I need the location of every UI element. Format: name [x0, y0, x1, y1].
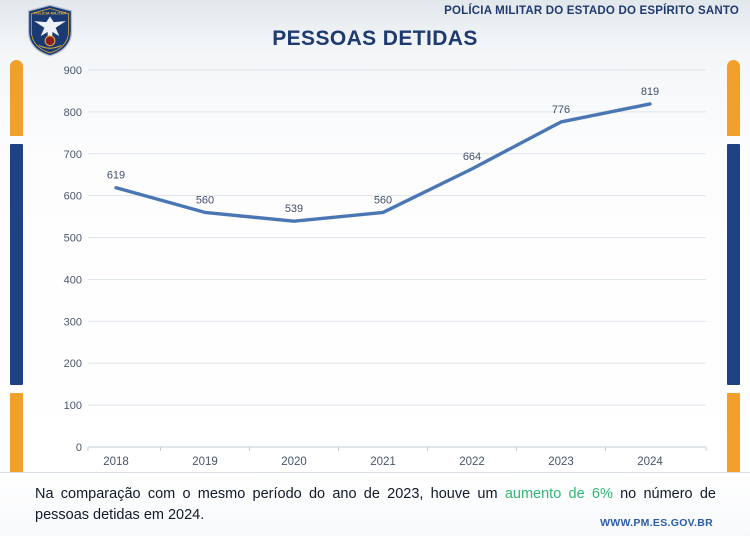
svg-text:776: 776 [552, 104, 570, 116]
svg-text:300: 300 [64, 316, 82, 328]
svg-text:0: 0 [76, 442, 82, 454]
svg-text:2024: 2024 [637, 456, 663, 468]
svg-text:100: 100 [64, 400, 82, 412]
right-accent-bar-blue [727, 144, 740, 385]
svg-text:2020: 2020 [281, 456, 307, 468]
footnote-highlight: aumento de 6% [504, 486, 613, 502]
right-accent-bar-orange-bottom [727, 393, 740, 485]
svg-text:619: 619 [107, 170, 125, 182]
svg-text:500: 500 [64, 233, 82, 245]
svg-text:2021: 2021 [370, 456, 396, 468]
website-url: WWW.PM.ES.GOV.BR [600, 517, 713, 529]
pmes-logo-shield-icon: POLÍCIA MILITAR [27, 4, 73, 57]
svg-text:900: 900 [64, 65, 82, 77]
svg-text:700: 700 [64, 149, 82, 161]
svg-text:600: 600 [64, 191, 82, 203]
svg-text:2022: 2022 [459, 456, 485, 468]
svg-text:664: 664 [463, 151, 481, 163]
svg-text:400: 400 [64, 274, 82, 286]
section-divider [0, 472, 750, 473]
analysis-footnote: Na comparação com o mesmo período do ano… [35, 484, 716, 526]
svg-text:POLÍCIA MILITAR: POLÍCIA MILITAR [34, 11, 67, 16]
org-name: POLÍCIA MILITAR DO ESTADO DO ESPÍRITO SA… [444, 5, 739, 17]
svg-text:2018: 2018 [103, 456, 129, 468]
svg-text:200: 200 [64, 358, 82, 370]
svg-text:819: 819 [641, 86, 659, 98]
svg-text:539: 539 [285, 203, 303, 215]
footnote-text-before: Na comparação com o mesmo período do ano… [35, 486, 505, 502]
right-accent-bar-orange-top [727, 60, 740, 136]
left-accent-bar-orange-top [10, 60, 23, 136]
svg-text:560: 560 [196, 194, 214, 206]
left-accent-bar-orange-bottom [10, 393, 23, 485]
page-title: PESSOAS DETIDAS [272, 27, 478, 50]
svg-text:2023: 2023 [548, 456, 574, 468]
svg-text:560: 560 [374, 194, 392, 206]
svg-text:2019: 2019 [192, 456, 218, 468]
bottom-panel [0, 473, 750, 536]
footnote-text-after: no número de pessoas detidas em 2024. [35, 486, 716, 524]
svg-text:800: 800 [64, 107, 82, 119]
left-accent-bar-blue [10, 144, 23, 385]
